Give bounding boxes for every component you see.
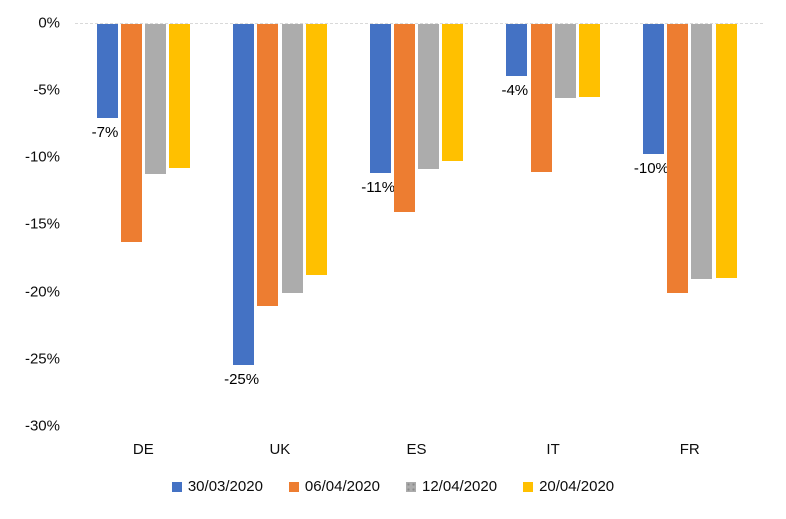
y-axis-label: -30% [24, 417, 60, 435]
legend: 30/03/2020 06/04/2020 12/04/2020 20/04/2020 [0, 478, 786, 495]
bar-it-series-1 [530, 24, 552, 172]
legend-swatch-icon [406, 481, 416, 492]
bar-fr-series-1 [667, 24, 689, 293]
legend-label: 30/03/2020 [187, 478, 263, 495]
y-axis-label: -20% [24, 283, 60, 301]
y-axis-label: 0% [38, 14, 60, 32]
y-axis-label: -25% [24, 350, 60, 368]
bar-it-series-2 [554, 24, 576, 98]
bar-es-series-0 [369, 24, 391, 174]
y-axis-label: -15% [24, 215, 60, 233]
bar-es-series-3 [442, 24, 464, 162]
legend-swatch-icon [523, 481, 534, 492]
data-label-de: -7% [91, 124, 119, 142]
legend-item-1: 06/04/2020 [288, 478, 380, 495]
bar-fr-series-2 [691, 24, 713, 280]
y-axis-label: -10% [24, 148, 60, 166]
category-label-de: DE [132, 441, 154, 458]
data-label-uk: -25% [224, 371, 260, 389]
bar-es-series-1 [393, 24, 415, 213]
legend-label: 06/04/2020 [304, 478, 380, 495]
legend-item-3: 20/04/2020 [523, 478, 614, 495]
bar-de-series-0 [96, 24, 118, 119]
bar-de-series-3 [169, 24, 191, 168]
legend-item-2: 12/04/2020 [406, 478, 497, 495]
category-label-uk: UK [269, 441, 291, 458]
bar-de-series-1 [120, 24, 142, 242]
legend-swatch-icon [288, 481, 299, 492]
bar-es-series-2 [418, 24, 440, 170]
legend-label: 20/04/2020 [539, 478, 615, 495]
category-label-es: ES [406, 441, 427, 458]
data-label-it: -4% [501, 82, 529, 100]
bar-uk-series-2 [281, 24, 303, 293]
y-axis-label: -5% [33, 81, 60, 99]
bar-fr-series-3 [715, 24, 737, 278]
data-label-es: -11% [361, 179, 396, 197]
category-label-it: IT [546, 441, 560, 458]
bar-it-series-3 [578, 24, 600, 97]
bar-uk-series-1 [257, 24, 279, 307]
data-label-fr: -10% [633, 160, 669, 178]
legend-swatch-icon [171, 481, 182, 492]
bar-uk-series-3 [305, 24, 327, 276]
bar-uk-series-0 [233, 24, 255, 366]
bar-it-series-0 [506, 24, 528, 77]
legend-label: 12/04/2020 [422, 478, 498, 495]
zero-axis-line [75, 23, 765, 24]
bar-fr-series-0 [642, 24, 664, 155]
legend-item-0: 30/03/2020 [171, 478, 263, 495]
bar-de-series-2 [144, 24, 166, 175]
category-label-fr: FR [679, 441, 700, 458]
